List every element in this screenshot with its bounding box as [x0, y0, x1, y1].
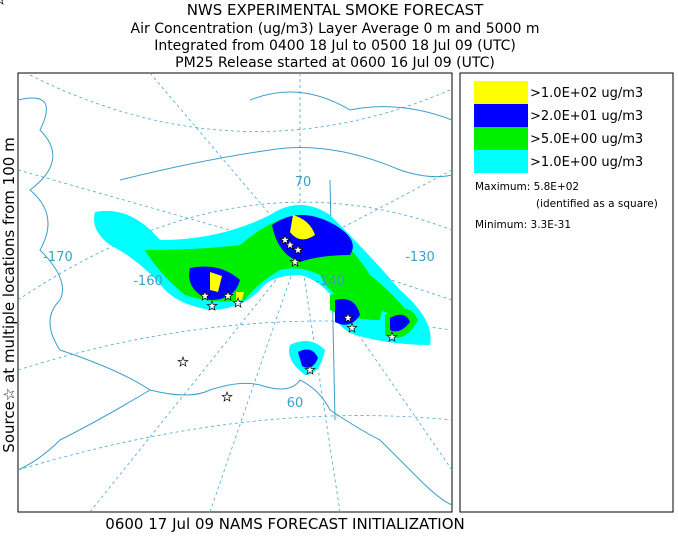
footer: 0600 17 Jul 09 NAMS FORECAST INITIALIZAT… [105, 515, 464, 532]
minimum: Minimum: 3.3E-31 [475, 219, 571, 231]
map-label: -140 [315, 274, 345, 289]
legend-swatch [474, 150, 528, 173]
map-label: 60 [287, 396, 304, 411]
legend-label: >1.0E+02 ug/m3 [530, 86, 643, 101]
legend-label: >2.0E+01 ug/m3 [530, 109, 643, 124]
legend-swatch [474, 81, 528, 104]
map-label: -130 [405, 250, 435, 265]
smoke-contours [94, 205, 431, 375]
title: NWS EXPERIMENTAL SMOKE FORECAST [187, 1, 484, 19]
subtitle: PM25 Release started at 0600 16 Jul 09 (… [175, 55, 495, 71]
map: -170 -160 -140 -130 70 60 [0, 0, 453, 513]
source-markers [0, 0, 398, 402]
map-label: 70 [295, 175, 312, 190]
subtitle: Integrated from 0400 18 Jul to 0500 18 J… [154, 38, 516, 54]
map-label: -160 [133, 274, 163, 289]
map-label: -170 [43, 250, 73, 265]
subtitle: Air Concentration (ug/m3) Layer Average … [131, 21, 540, 37]
legend-swatch [474, 127, 528, 150]
legend: >1.0E+02 ug/m3 >2.0E+01 ug/m3 >5.0E+00 ug/… [474, 81, 643, 173]
maximum: Maximum: 5.8E+02 [475, 181, 579, 193]
legend-label: >1.0E+00 ug/m3 [530, 155, 643, 170]
legend-swatch [474, 104, 528, 127]
identified-note: (identified as a square) [536, 198, 658, 210]
legend-label: >5.0E+00 ug/m3 [530, 132, 643, 147]
side-label: Source☆ at multiple locations from 100 m [0, 137, 18, 452]
